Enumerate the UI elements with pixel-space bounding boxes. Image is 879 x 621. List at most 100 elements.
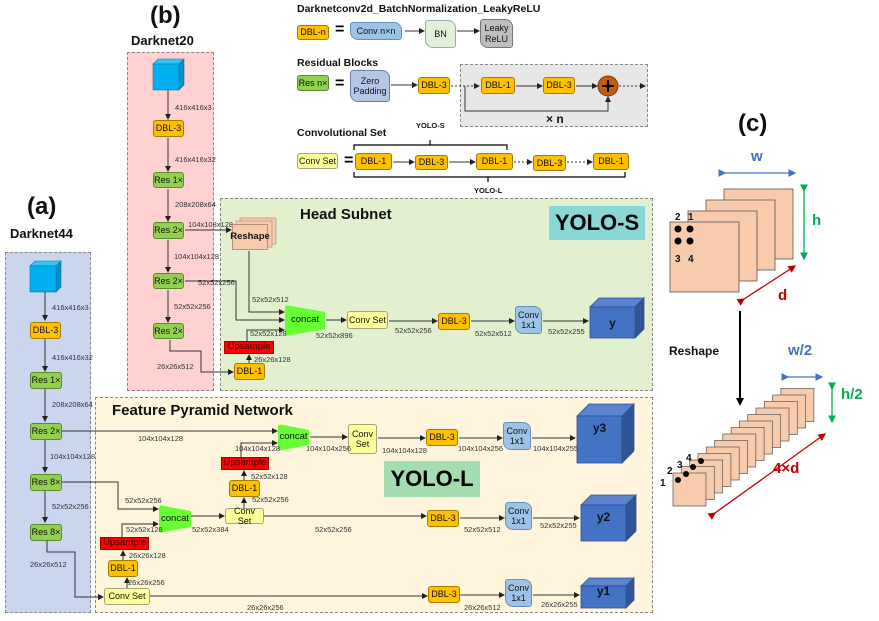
connection-arrow [62,481,159,512]
output-cube-y1 [580,585,627,609]
dim-label: 26x26x512 [157,362,194,371]
channel-index-label: 1 [688,212,694,223]
channel-index-label: 2 [675,212,681,223]
conv1x1-block: Conv 1x1 [515,306,542,334]
dim-label: 104x104x128 [174,252,220,261]
dim-label: 26x26x256 [128,578,165,587]
convolutional-set-title: Convolutional Set [297,127,387,139]
output-cube-y [589,306,636,339]
dim-label: 52x52x256 [315,525,352,534]
pixel-dot [686,225,694,233]
pixel-dot [674,237,682,245]
dim-label: 104x104x128 [382,446,428,455]
res-block: Res 2× [153,222,184,239]
dim-label: 52x52x256 [252,495,289,504]
upsample-block: Upsample [100,537,149,550]
channel-index-label: 2 [667,466,673,477]
conv1x1-block: Conv 1x1 [505,579,532,607]
dim-label: 52x52x128 [251,472,288,481]
dim-label: 208x208x64 [175,200,216,209]
dim-label: 26x26x512 [30,560,67,569]
input-cube-side [55,260,62,293]
depth-arrow [736,265,797,306]
quadruple-depth-arrow [707,433,827,520]
pixel-dot [698,458,704,464]
upsample-block: Upsample [221,457,269,470]
dim-label: 52x52x512 [252,295,289,304]
convset-dbl3-block: DBL-3 [415,155,448,170]
dim-label: 52x52x384 [192,525,229,534]
dim-label: 52x52x256 [125,496,162,505]
res-block: Res 2× [153,273,184,289]
dim-label: 52x52x256 [198,278,235,287]
dim-label: 104x104x256 [458,444,504,453]
dim-label: 52x52x255 [540,521,577,530]
dbl1-block: DBL-1 [108,560,138,577]
output-cube-y3 [576,415,623,464]
dbl-legend-title: Darknetconv2d_BatchNormalization_LeakyRe… [297,3,541,15]
dim-label: 416x416x3 [175,103,212,112]
connection-arrow [248,251,285,315]
conv1x1-block: Conv 1x1 [503,422,531,450]
channel-index-label: 3 [675,254,681,265]
panel-c-label: (c) [738,110,768,137]
half-height-label: h/2 [841,386,863,403]
yolo-s-bracket [353,140,508,150]
equals-sign: = [344,152,354,169]
dim-label: 52x52x128 [126,525,163,534]
dim-label: 416x416x32 [52,353,93,362]
pixel-dot [675,477,681,483]
upsample-block: Upsample [224,341,274,354]
dim-label: 52x52x512 [475,329,512,338]
yolo-l-bracket [353,172,626,182]
dbl3-block: DBL-3 [418,77,450,94]
dim-label: 52x52x896 [316,331,353,340]
dim-label: 52x52x512 [464,525,501,534]
dbl3-block: DBL-3 [426,429,458,446]
connection-arrow [46,541,104,600]
height-label: h [812,212,822,229]
dim-label: 208x208x64 [52,400,93,409]
dbl3-block: DBL-3 [30,322,61,339]
dbl3-block: DBL-3 [438,313,470,330]
output-label-y1: y1 [596,584,611,598]
dim-label: 416x416x32 [175,155,216,164]
channel-index-label: 1 [660,478,666,489]
dim-label: 104x104x128 [235,444,281,453]
pixel-dot [674,225,682,233]
output-label-y2: y2 [596,510,611,524]
repeat-n-label: × n [546,112,564,126]
feature-map-sheet [669,221,740,293]
residual-loop-box [460,64,648,127]
yolo-s-badge: YOLO-S [549,206,645,240]
convset-dbl1-block: DBL-1 [476,153,513,170]
dim-label: 104x104x128 [138,434,184,443]
conv1x1-block: Conv 1x1 [505,502,532,530]
dim-label: 416x416x3 [52,303,89,312]
res-block: Res 1× [153,172,184,188]
equals-sign: = [335,21,345,38]
dim-label: 104x104x256 [306,444,352,453]
convset-dbl3-block: DBL-3 [533,155,566,171]
dbl3-block: DBL-3 [428,586,460,603]
yolo-s-bracket-label: YOLO-S [416,121,445,130]
dbl3-block: DBL-3 [543,77,575,94]
dim-label: 104x104x128 [50,452,96,461]
dim-label: 52x52x256 [174,302,211,311]
darknet44-title: Darknet44 [10,226,73,241]
output-label-y: y [609,315,616,330]
dim-label: 26x26x255 [541,600,578,609]
pixel-dot [690,464,696,470]
dbl1-block: DBL-1 [229,480,260,497]
dbl1-block: DBL-1 [481,77,515,94]
leaky-relu-block: Leaky ReLU [480,19,513,48]
plus-icon [602,80,614,92]
yolo-l-badge: YOLO-L [384,461,480,497]
dbl1-block: DBL-1 [234,363,265,380]
quadruple-depth-label: 4×d [773,460,800,477]
dim-label: 26x26x128 [254,355,291,364]
depth-label: d [778,287,788,304]
conv-set-block: Conv Set [297,153,338,169]
skip-connection-arrow [464,86,611,112]
